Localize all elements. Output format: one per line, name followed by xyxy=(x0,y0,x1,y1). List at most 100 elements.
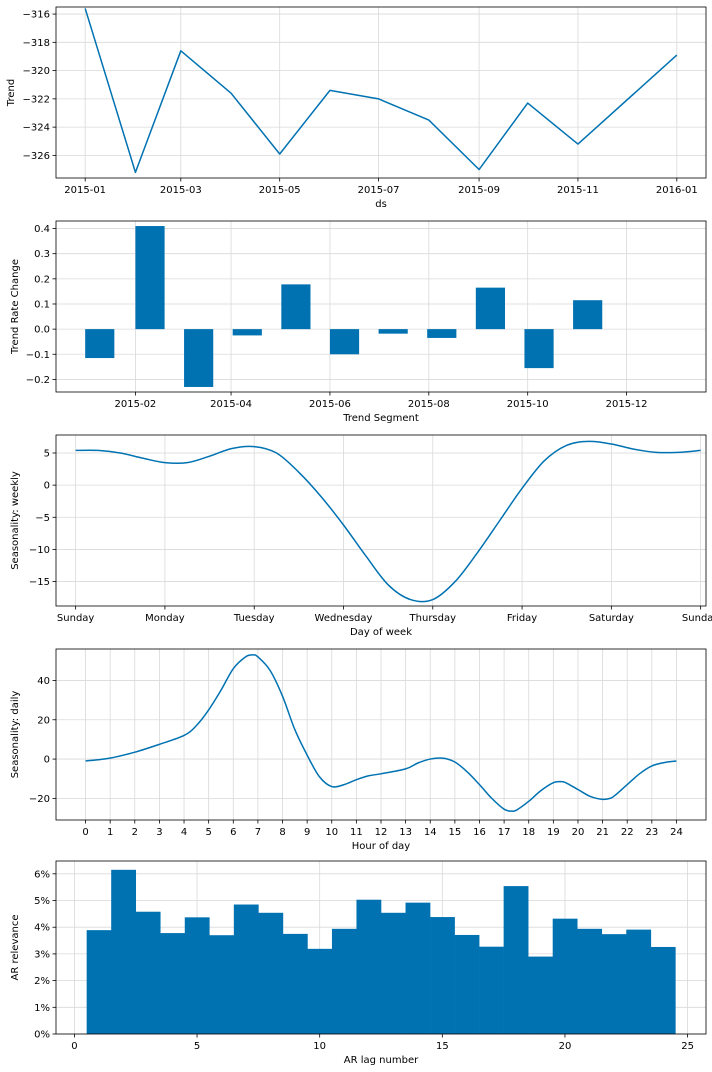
plot-frame xyxy=(55,6,707,179)
ar-lag-bar xyxy=(405,902,431,1034)
y-axis-label: Trend xyxy=(6,79,17,107)
plot-frame xyxy=(55,860,707,1035)
x-tick-label: 12 xyxy=(375,827,388,838)
ar-lag-bar xyxy=(528,956,553,1034)
x-tick-label: 18 xyxy=(522,827,535,838)
seasonality-daily-line xyxy=(85,654,677,813)
x-tick-label: 2015-10 xyxy=(507,399,549,410)
axes: 2015-02 2015-04 2015-06 2015-08 2015-10 2015-… xyxy=(10,220,707,424)
axes: 0 5 10 15 20 25 0% 1% 2% 3% 4% 5% 6% AR lag number AR … xyxy=(10,860,707,1066)
x-tick-label: Sunday xyxy=(57,613,94,624)
y-tick-label: −324 xyxy=(23,123,50,134)
x-tick-label: 23 xyxy=(645,827,658,838)
y-tick-label: −318 xyxy=(23,38,50,49)
x-tick-label: 15 xyxy=(448,827,461,838)
grid xyxy=(56,435,706,606)
y-tick-label: 0.2 xyxy=(34,274,50,285)
x-tick-label: 2015-08 xyxy=(408,399,450,410)
x-axis-label: Hour of day xyxy=(352,841,411,852)
x-tick-label: 2015-01 xyxy=(64,185,106,196)
ar-lag-bar xyxy=(356,899,382,1034)
data-marks xyxy=(75,440,701,603)
x-tick-label: 2015-12 xyxy=(606,399,648,410)
y-axis-label: Seasonality: weekly xyxy=(10,471,21,570)
x-tick-label: 13 xyxy=(399,827,412,838)
y-axis-label: Seasonality: daily xyxy=(10,691,21,779)
x-tick-label: 21 xyxy=(596,827,609,838)
x-tick-label: 9 xyxy=(304,827,310,838)
y-tick-label: −20 xyxy=(29,794,50,805)
x-tick-label: 20 xyxy=(559,1041,572,1052)
x-tick-label: 7 xyxy=(255,827,261,838)
ar-lag-bar xyxy=(331,928,357,1034)
plot-frame xyxy=(55,648,707,821)
ar-lag-bar xyxy=(184,917,210,1034)
x-tick-label: 2015-03 xyxy=(160,185,202,196)
ar-lag-bar xyxy=(209,935,235,1034)
trend-rate-bar xyxy=(524,329,554,369)
x-tick-label: 2015-11 xyxy=(557,185,599,196)
x-tick-label: 5 xyxy=(205,827,211,838)
x-tick-label: Monday xyxy=(145,613,185,624)
ar-lag-bar xyxy=(479,946,504,1034)
x-tick-label: Sunday xyxy=(682,613,712,624)
trend-rate-bar xyxy=(378,329,408,334)
data-marks xyxy=(85,226,603,387)
x-tick-label: 14 xyxy=(424,827,437,838)
x-tick-label: 0 xyxy=(82,827,88,838)
x-tick-label: 22 xyxy=(621,827,634,838)
x-tick-label: 24 xyxy=(670,827,683,838)
x-axis-label: Trend Segment xyxy=(342,413,419,424)
ar-lag-bar xyxy=(258,912,284,1034)
x-tick-label: 2016-01 xyxy=(656,185,698,196)
ar-lag-bar xyxy=(552,918,578,1034)
seasonality-weekly-panel: Sunday Monday Tuesday Wednesday Thursday Frid… xyxy=(10,434,712,638)
trend-rate-bar xyxy=(232,329,262,336)
ar-lag-bar xyxy=(650,946,676,1034)
trend-rate-bar xyxy=(85,329,115,359)
x-axis-label: Day of week xyxy=(350,627,412,638)
x-tick-label: 11 xyxy=(350,827,363,838)
x-tick-label: 2 xyxy=(132,827,138,838)
ar-lag-bar xyxy=(135,911,161,1034)
y-tick-label: 0.0 xyxy=(34,325,50,336)
ar-lag-bar xyxy=(160,933,186,1034)
y-tick-label: −316 xyxy=(23,10,50,21)
x-tick-label: 2015-04 xyxy=(210,399,252,410)
x-tick-label: 10 xyxy=(313,1041,326,1052)
x-tick-label: 2015-09 xyxy=(458,185,500,196)
trend-rate-bar xyxy=(329,329,360,355)
y-tick-label: −0.2 xyxy=(26,375,50,386)
x-tick-label: 2015-07 xyxy=(358,185,400,196)
x-tick-label: Saturday xyxy=(589,613,634,624)
data-marks xyxy=(85,654,677,813)
y-tick-label: 2% xyxy=(34,976,50,987)
ar-lag-bar xyxy=(282,933,308,1034)
y-tick-label: 40 xyxy=(37,676,50,687)
y-tick-label: 0.4 xyxy=(34,224,50,235)
x-tick-label: 1 xyxy=(107,827,113,838)
y-tick-label: −320 xyxy=(23,66,50,77)
ar-lag-bar xyxy=(454,934,480,1034)
y-tick-label: −322 xyxy=(23,94,50,105)
data-marks xyxy=(84,8,678,174)
x-tick-label: 20 xyxy=(572,827,585,838)
trend-rate-bar xyxy=(184,329,214,387)
plot-frame xyxy=(55,434,707,607)
y-tick-label: 0 xyxy=(44,755,50,766)
trend-rate-change-panel: 2015-02 2015-04 2015-06 2015-08 2015-10 2015-… xyxy=(10,220,707,424)
y-axis-label: Trend Rate Change xyxy=(10,259,21,355)
ar-lag-bar xyxy=(307,948,333,1034)
x-tick-label: 3 xyxy=(156,827,162,838)
y-tick-label: −15 xyxy=(29,577,50,588)
x-tick-label: 25 xyxy=(681,1041,694,1052)
x-tick-label: 19 xyxy=(547,827,560,838)
y-tick-label: 0.1 xyxy=(34,299,50,310)
trend-rate-bar xyxy=(475,287,506,330)
ar-lag-bar xyxy=(111,869,137,1034)
y-tick-label: 3% xyxy=(34,949,50,960)
x-tick-label: 16 xyxy=(473,827,486,838)
y-axis-label: AR relevance xyxy=(10,915,21,981)
ar-lag-bar xyxy=(601,934,627,1034)
